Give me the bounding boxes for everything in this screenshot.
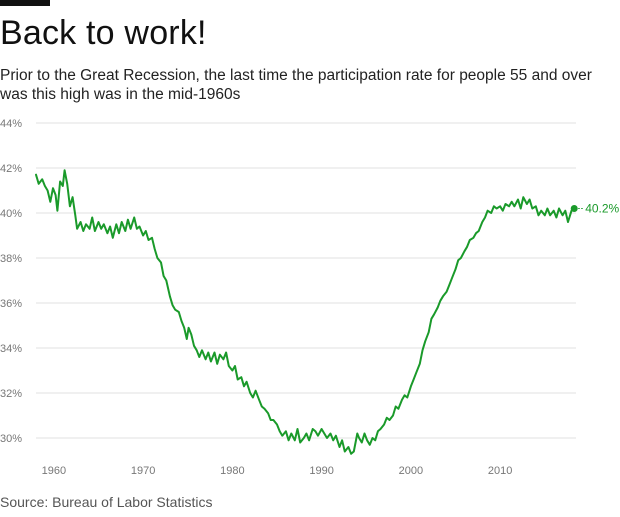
chart-subtitle: Prior to the Great Recession, the last t… xyxy=(0,67,592,103)
series-end-label: 40.2% xyxy=(585,202,619,216)
series-line-0 xyxy=(35,169,576,455)
y-tick-label-42: 42% xyxy=(0,163,22,175)
y-tick-label-36: 36% xyxy=(0,298,22,310)
x-tick-label-1970: 1970 xyxy=(131,465,155,477)
series-end-point xyxy=(570,205,578,212)
x-tick-label-1990: 1990 xyxy=(309,465,333,477)
source-note: Source: Bureau of Labor Statistics xyxy=(0,494,213,510)
y-tick-label-40: 40% xyxy=(0,208,22,220)
x-tick-label-1960: 1960 xyxy=(42,465,66,477)
y-tick-label-44: 44% xyxy=(0,118,22,130)
x-tick-label-2000: 2000 xyxy=(399,465,423,477)
chart-title: Back to work! xyxy=(0,14,207,52)
y-tick-label-32: 32% xyxy=(0,388,22,400)
y-tick-label-30: 30% xyxy=(0,433,22,445)
y-tick-label-38: 38% xyxy=(0,253,22,265)
y-tick-label-34: 34% xyxy=(0,343,22,355)
top-accent-bar xyxy=(0,0,50,6)
x-tick-label-1980: 1980 xyxy=(220,465,244,477)
x-tick-label-2010: 2010 xyxy=(488,465,512,477)
